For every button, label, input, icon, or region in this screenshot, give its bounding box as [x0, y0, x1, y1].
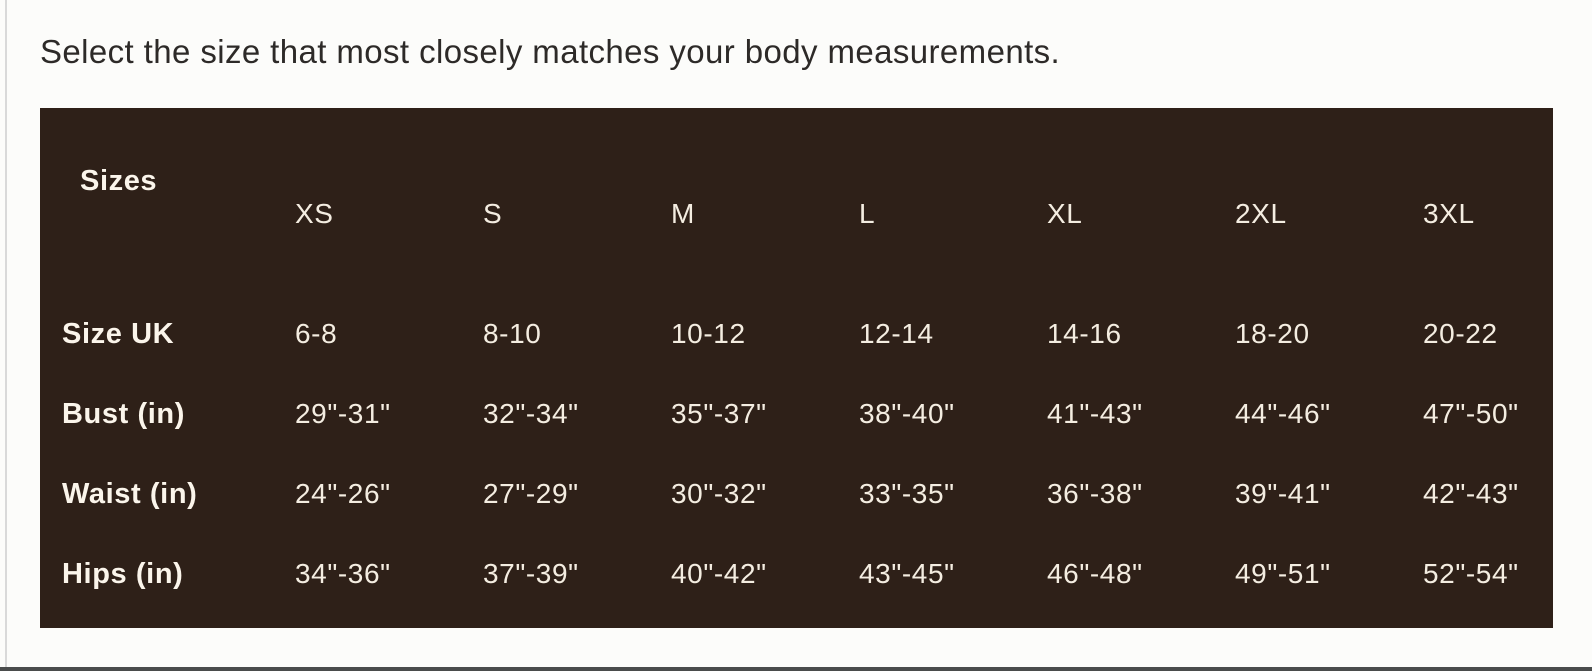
size-column-header-2xl: 2XL — [1235, 198, 1287, 229]
measurement-value: 27"-29" — [483, 478, 579, 509]
size-chart-row: Bust (in) 29"-31" 32"-34" 35"-37" 38"-40" 41"… — [40, 397, 1553, 431]
measurement-value: 36"-38" — [1047, 478, 1143, 509]
size-chart-row: Waist (in) 24"-26" 27"-29" 30"-32" 33"-35" 36… — [40, 477, 1553, 511]
measurement-value: 10-12 — [671, 318, 746, 349]
size-chart-corner-row: Sizes — [40, 164, 1553, 198]
size-column-header-3xl: 3XL — [1423, 198, 1475, 229]
size-chart-row: Size UK 6-8 8-10 10-12 12-14 14-16 18-20 20-22 — [40, 317, 1553, 351]
measurement-value: 14-16 — [1047, 318, 1122, 349]
measurement-value: 32"-34" — [483, 398, 579, 429]
size-chart-row: Hips (in) 34"-36" 37"-39" 40"-42" 43"-45" 46"… — [40, 557, 1553, 591]
measurement-value: 8-10 — [483, 318, 542, 349]
size-chart-header-row: XS S M L XL 2XL 3XL — [40, 197, 1553, 231]
row-label: Bust (in) — [62, 398, 185, 430]
row-label: Waist (in) — [62, 478, 198, 510]
measurement-value: 38"-40" — [859, 398, 955, 429]
measurement-value: 30"-32" — [671, 478, 767, 509]
measurement-value: 40"-42" — [671, 558, 767, 589]
measurement-value: 42"-43" — [1423, 478, 1519, 509]
row-label: Size UK — [62, 318, 175, 350]
measurement-value: 37"-39" — [483, 558, 579, 589]
size-column-header-xl: XL — [1047, 198, 1083, 229]
measurement-value: 24"-26" — [295, 478, 391, 509]
measurement-value: 20-22 — [1423, 318, 1498, 349]
measurement-value: 6-8 — [295, 318, 338, 349]
size-chart-corner-label: Sizes — [80, 165, 158, 197]
size-chart-table: Sizes XS S M L XL 2XL 3XL Size UK 6-8 8-10 10-12 1… — [40, 108, 1553, 628]
measurement-value: 33"-35" — [859, 478, 955, 509]
measurement-value: 49"-51" — [1235, 558, 1331, 589]
measurement-value: 43"-45" — [859, 558, 955, 589]
measurement-value: 46"-48" — [1047, 558, 1143, 589]
measurement-value: 18-20 — [1235, 318, 1310, 349]
bottom-page-rule — [0, 667, 1592, 671]
row-label: Hips (in) — [62, 558, 184, 590]
measurement-value: 47"-50" — [1423, 398, 1519, 429]
size-column-header-xs: XS — [295, 198, 334, 229]
measurement-value: 29"-31" — [295, 398, 391, 429]
size-column-header-s: S — [483, 198, 503, 229]
measurement-value: 44"-46" — [1235, 398, 1331, 429]
measurement-value: 12-14 — [859, 318, 934, 349]
measurement-value: 34"-36" — [295, 558, 391, 589]
size-chart-header-spacer — [40, 197, 295, 231]
size-guide-instruction: Select the size that most closely matche… — [40, 33, 1061, 70]
size-column-header-l: L — [859, 198, 876, 229]
measurement-value: 35"-37" — [671, 398, 767, 429]
measurement-value: 41"-43" — [1047, 398, 1143, 429]
size-column-header-m: M — [671, 198, 695, 229]
measurement-value: 52"-54" — [1423, 558, 1519, 589]
measurement-value: 39"-41" — [1235, 478, 1331, 509]
left-page-rule — [5, 0, 7, 671]
